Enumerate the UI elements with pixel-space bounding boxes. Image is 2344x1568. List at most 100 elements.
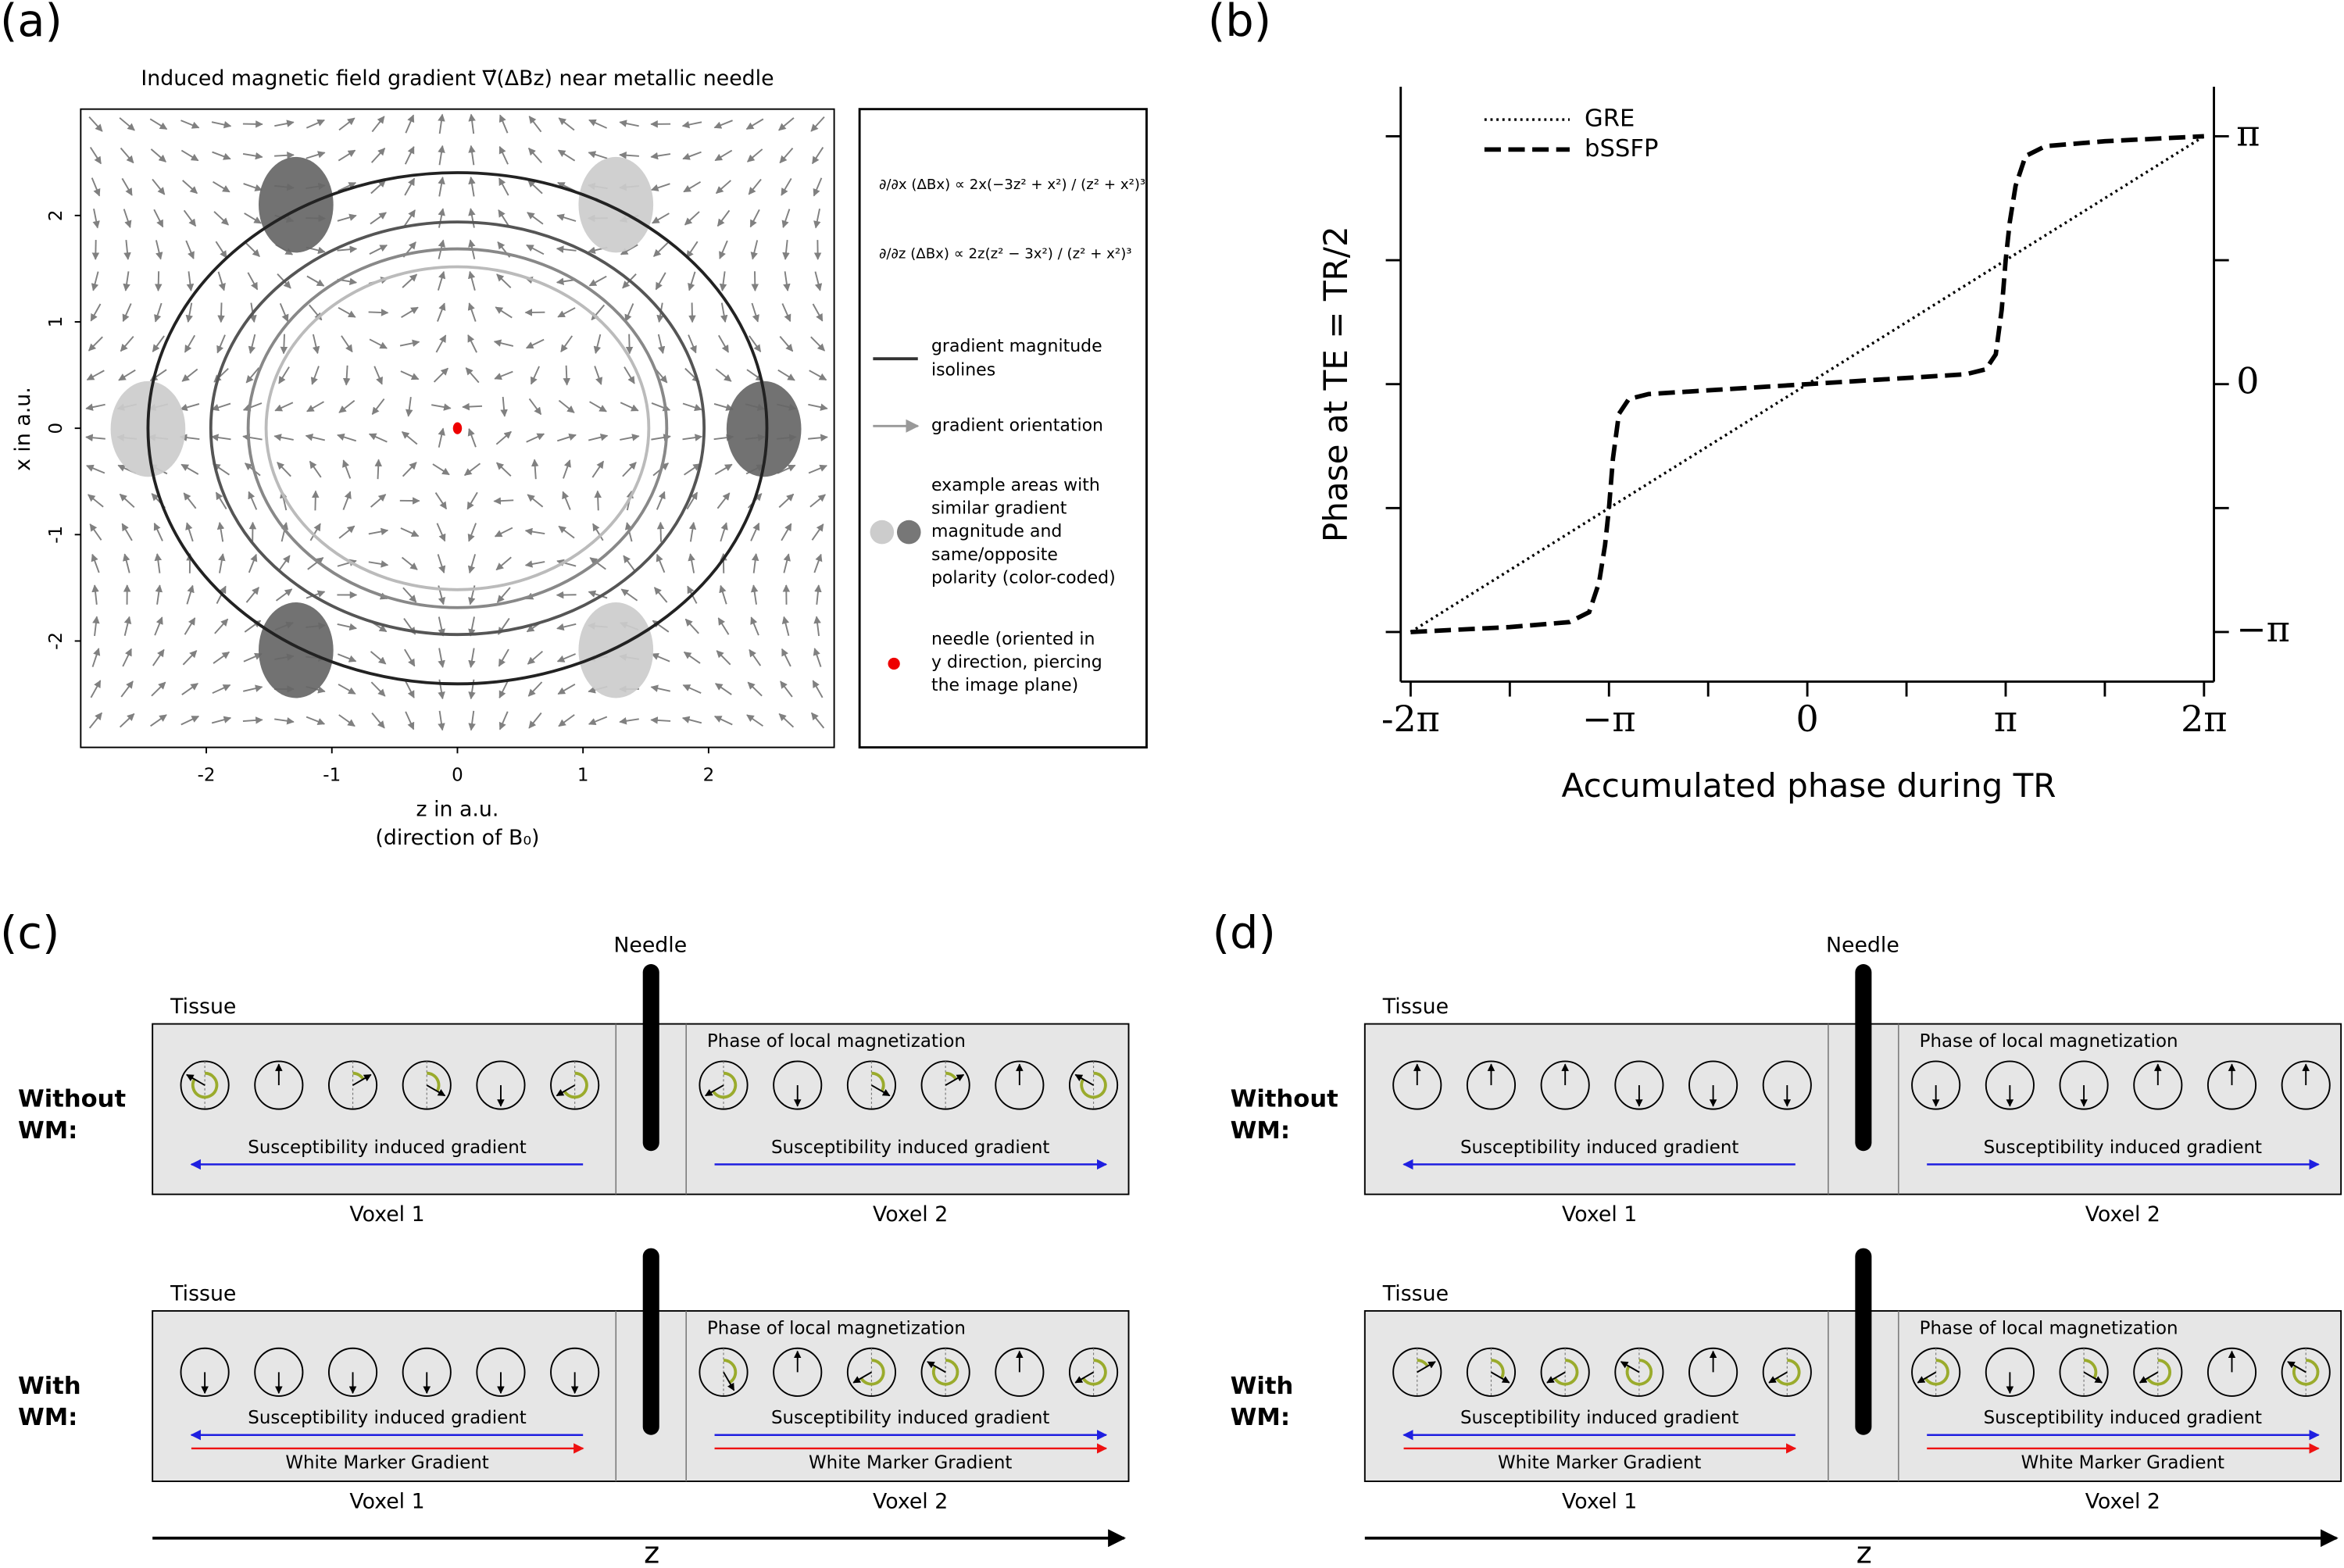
- y-tick-label: 0: [46, 423, 66, 434]
- field-arrow: [750, 522, 760, 541]
- field-arrow: [810, 336, 825, 352]
- field-arrow: [92, 616, 100, 637]
- field-arrow: [121, 523, 133, 541]
- field-arrow: [527, 650, 543, 665]
- field-arrow: [371, 116, 385, 133]
- field-arrow: [809, 494, 826, 508]
- field-arrow: [588, 590, 608, 599]
- tissue-box: [152, 1309, 1130, 1482]
- field-arrow: [808, 403, 828, 411]
- field-arrow: [750, 584, 759, 605]
- field-arrow: [274, 716, 295, 725]
- spin-arrow: [1074, 1073, 1095, 1086]
- field-arrow: [242, 434, 263, 441]
- field-arrow: [183, 492, 197, 509]
- panel-label: (a): [0, 0, 63, 47]
- field-arrow: [245, 587, 259, 603]
- field-arrow: [681, 716, 702, 724]
- field-arrow: [781, 209, 791, 229]
- field-arrow: [279, 303, 289, 323]
- field-arrow: [813, 553, 823, 573]
- spin-arrow: [1074, 1371, 1095, 1384]
- field-arrow: [118, 369, 136, 381]
- field-arrow: [310, 366, 320, 385]
- field-arrow: [746, 714, 763, 727]
- field-arrow: [467, 302, 477, 322]
- field-arrow: [91, 240, 100, 260]
- spin-circle: [773, 1347, 823, 1397]
- field-arrow: [588, 151, 608, 159]
- field-arrow: [682, 434, 703, 441]
- spin-arrow: [352, 1073, 372, 1086]
- field-arrow: [495, 306, 513, 319]
- field-arrow: [368, 433, 388, 443]
- field-arrow: [183, 209, 197, 227]
- spin-circle: [550, 1347, 600, 1397]
- field-arrow: [312, 490, 320, 511]
- phase-arc: [191, 1071, 219, 1099]
- voxel-label: Voxel 2: [2085, 1489, 2160, 1513]
- field-arrow: [656, 521, 665, 542]
- field-arrow: [468, 208, 476, 228]
- field-arrow: [213, 211, 229, 226]
- field-arrow: [594, 490, 602, 511]
- field-arrow: [656, 553, 666, 573]
- field-arrow: [305, 434, 326, 441]
- field-arrow: [778, 117, 795, 131]
- x-tick-label: 0: [452, 765, 463, 785]
- field-arrow: [558, 117, 575, 131]
- gradient-label: Susceptibility induced gradient: [248, 1138, 526, 1158]
- field-arrow: [560, 335, 573, 353]
- field-arrow: [813, 616, 821, 637]
- row-label: Without: [1231, 1086, 1338, 1113]
- voxel-label: Voxel 1: [349, 1202, 424, 1227]
- field-arrow: [184, 334, 196, 353]
- field-arrow: [306, 119, 325, 129]
- voxel-label: Voxel 2: [2085, 1202, 2160, 1227]
- field-arrow: [783, 553, 791, 573]
- field-arrow: [92, 208, 100, 229]
- z-axis-label: z: [1856, 1535, 1872, 1568]
- field-arrow: [247, 272, 259, 291]
- phase-arc: [1775, 1359, 1801, 1386]
- field-arrow: [306, 716, 326, 726]
- field-arrow: [750, 240, 759, 260]
- field-arrow: [437, 270, 446, 291]
- field-arrow: [399, 339, 420, 347]
- field-arrow: [154, 553, 163, 573]
- field-arrow: [650, 716, 671, 724]
- legend-label: GRE: [1585, 105, 1635, 133]
- field-arrow: [467, 554, 477, 574]
- voxel-label: Voxel 1: [1562, 1202, 1637, 1227]
- field-arrow: [370, 494, 387, 508]
- field-arrow: [119, 493, 135, 509]
- field-arrow: [715, 368, 732, 382]
- field-arrow: [714, 463, 733, 475]
- legend-area: [896, 520, 921, 545]
- field-arrow: [180, 715, 200, 726]
- field-arrow: [810, 116, 825, 132]
- y-tick-label: -2: [46, 632, 66, 650]
- field-arrow: [338, 149, 356, 162]
- phase-arc: [427, 1071, 441, 1092]
- field-arrow: [341, 335, 353, 353]
- wm-label: White Marker Gradient: [285, 1453, 488, 1473]
- field-arrow: [274, 402, 294, 412]
- field-arrow: [686, 491, 699, 510]
- y-tick-label: π: [2236, 112, 2260, 154]
- field-arrow: [182, 180, 198, 195]
- field-arrow: [813, 648, 822, 667]
- needle-label: Needle: [613, 934, 687, 958]
- field-arrow: [814, 271, 823, 291]
- field-arrow: [369, 245, 388, 255]
- field-arrow: [813, 177, 823, 197]
- legend-text: gradient orientation: [931, 416, 1103, 435]
- field-arrow: [434, 492, 448, 510]
- field-arrow: [556, 623, 577, 631]
- field-arrow: [713, 120, 733, 129]
- field-arrow: [494, 527, 513, 538]
- field-arrow: [242, 716, 263, 724]
- field-arrow: [370, 212, 387, 225]
- needle-label: Needle: [1826, 934, 1899, 958]
- needle: [1855, 964, 1872, 1152]
